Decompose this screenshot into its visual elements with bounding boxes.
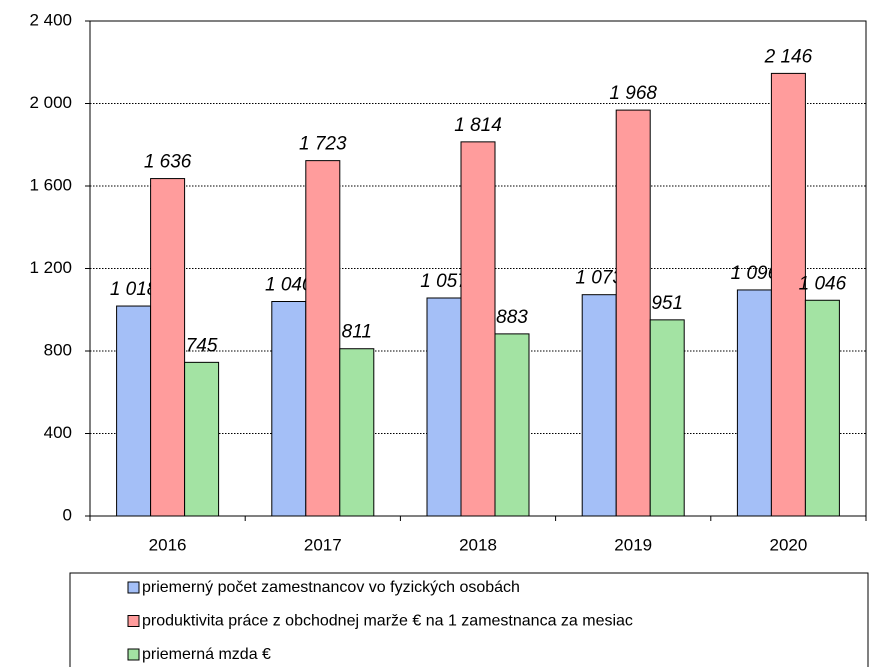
y-tick-label: 1 600 (29, 175, 72, 194)
y-tick-label: 0 (63, 505, 72, 524)
data-label: 1 040 (265, 275, 313, 296)
data-label: 1 046 (799, 273, 847, 294)
legend-label: priemerný počet zamestnancov vo fyzickýc… (142, 579, 520, 596)
bar (736, 289, 772, 517)
bar (150, 178, 186, 517)
x-tick-label: 2018 (459, 535, 497, 554)
y-tick-label: 1 200 (29, 258, 72, 277)
data-label: 1 636 (144, 152, 192, 173)
legend-swatch (127, 615, 140, 627)
y-tick-label: 400 (44, 423, 72, 442)
bar (494, 333, 530, 517)
bar (770, 72, 806, 517)
bar (581, 294, 617, 517)
data-label: 1 814 (454, 115, 502, 136)
y-tick-label: 2 400 (29, 10, 72, 29)
x-tick-label: 2019 (614, 535, 652, 554)
bar (271, 301, 307, 517)
data-label: 1 057 (420, 271, 469, 292)
legend-swatch (127, 648, 140, 661)
y-tick-label: 2 000 (29, 93, 72, 112)
legend-label: priemerná mzda € (142, 646, 271, 663)
legend-label: produktivita práce z obchodnej marže € n… (142, 613, 633, 630)
data-label: 1 073 (575, 268, 623, 289)
data-label: 745 (186, 335, 218, 356)
data-label: 1 723 (299, 134, 347, 155)
x-tick-label: 2020 (769, 535, 807, 554)
bar (649, 319, 685, 517)
bar (184, 361, 220, 517)
data-label: 1 968 (609, 83, 657, 104)
x-tick-label: 2016 (149, 535, 187, 554)
data-label: 811 (342, 322, 372, 343)
bar (460, 141, 496, 517)
legend-swatch (127, 581, 140, 594)
legend-box (69, 572, 869, 667)
bar (116, 305, 152, 517)
y-tick-label: 800 (44, 340, 72, 359)
x-tick-label: 2017 (304, 535, 342, 554)
bar (615, 109, 651, 517)
bar (804, 299, 840, 517)
bar (305, 160, 341, 517)
data-label: 951 (651, 293, 683, 314)
data-label: 883 (496, 307, 528, 328)
data-label: 1 018 (110, 279, 158, 300)
data-label: 2 146 (764, 46, 813, 67)
bar (339, 348, 375, 517)
bar (426, 297, 462, 517)
data-label: 1 096 (731, 263, 779, 284)
